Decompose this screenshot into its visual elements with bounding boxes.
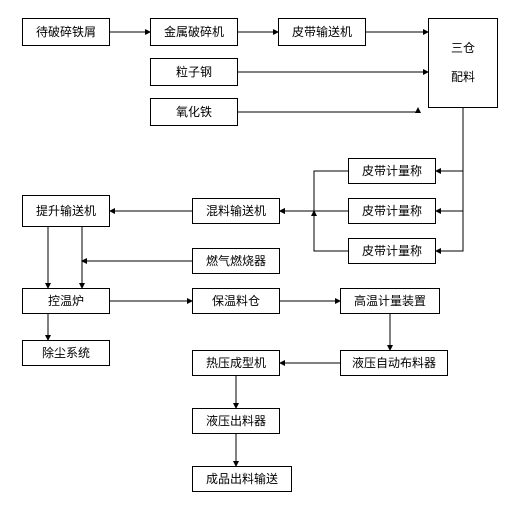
node-n_insul: 保温料仓 xyxy=(192,288,280,314)
node-n_crush_src: 待破碎铁屑 xyxy=(22,18,110,46)
node-n_product: 成品出料输送 xyxy=(192,466,292,492)
node-n_weigh3: 皮带计量称 xyxy=(348,238,436,264)
flowchart-canvas: 待破碎铁屑金属破碎机皮带输送机粒子钢氧化铁三仓 配料皮带计量称皮带计量称皮带计量… xyxy=(0,0,528,522)
node-n_mix_conv: 混料输送机 xyxy=(192,198,280,224)
node-n_burner: 燃气燃烧器 xyxy=(192,248,280,274)
node-n_weigh2: 皮带计量称 xyxy=(348,198,436,224)
node-n_dust: 除尘系统 xyxy=(22,340,110,366)
edge-n_weigh3-n_mix_conv xyxy=(314,211,348,251)
edge-n_weigh1-n_mix_conv xyxy=(280,171,348,211)
edge-n_sanbin-n_weigh1 xyxy=(436,108,463,171)
node-n_belt1: 皮带输送机 xyxy=(278,18,366,46)
node-n_sanbin: 三仓 配料 xyxy=(428,18,498,108)
node-n_crusher: 金属破碎机 xyxy=(150,18,238,46)
node-n_iron_oxide: 氧化铁 xyxy=(150,98,238,126)
node-n_furnace: 控温炉 xyxy=(22,288,110,314)
edge-n_sanbin-n_weigh2 xyxy=(436,171,463,211)
edge-n_sanbin-n_weigh3 xyxy=(436,211,463,251)
node-n_hitemp_w: 高温计量装置 xyxy=(340,288,440,314)
node-n_steel_gran: 粒子钢 xyxy=(150,58,238,86)
node-n_press: 热压成型机 xyxy=(192,350,280,376)
node-n_weigh1: 皮带计量称 xyxy=(348,158,436,184)
node-n_hyd_out: 液压出料器 xyxy=(192,408,280,434)
edge-n_iron_oxide-n_sanbin xyxy=(238,108,418,112)
node-n_hyd_feed: 液压自动布料器 xyxy=(340,350,448,376)
node-n_lift_conv: 提升输送机 xyxy=(22,195,110,227)
